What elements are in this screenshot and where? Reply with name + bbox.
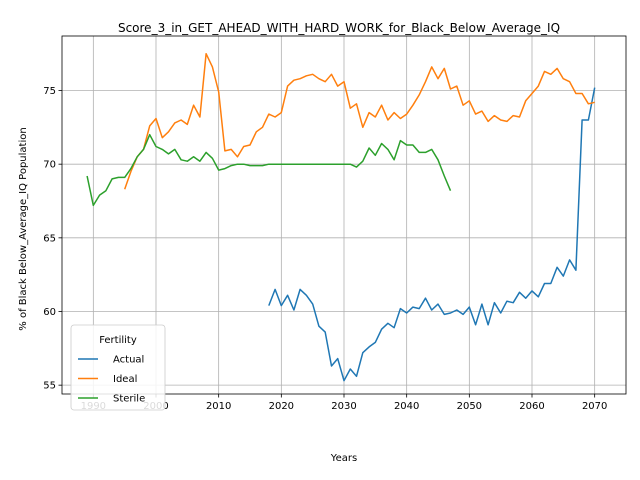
series-line-ideal xyxy=(123,52,595,190)
series-line-actual xyxy=(268,87,596,382)
x-tick-label: 2030 xyxy=(331,401,356,412)
x-tick-label: 2050 xyxy=(457,401,482,412)
legend: Fertility Actual Ideal Sterile xyxy=(70,324,166,411)
legend-label-sterile: Sterile xyxy=(113,394,145,405)
y-tick-label: 75 xyxy=(43,86,56,97)
series-line-sterile xyxy=(86,133,452,207)
x-axis-label: Years xyxy=(330,453,357,464)
y-tick-label: 55 xyxy=(43,381,56,392)
legend-box xyxy=(70,324,166,411)
legend-label-ideal: Ideal xyxy=(113,374,137,385)
y-axis-label: % of Black Below_Average_IQ Population xyxy=(18,127,29,330)
legend-label-actual: Actual xyxy=(113,355,144,366)
series-lines xyxy=(86,52,596,382)
y-axis: 55 60 65 70 75 xyxy=(43,86,62,392)
x-tick-label: 2010 xyxy=(206,401,231,412)
x-tick-label: 2060 xyxy=(519,401,544,412)
y-tick-label: 65 xyxy=(43,233,56,244)
x-tick-label: 2070 xyxy=(582,401,607,412)
y-tick-label: 60 xyxy=(43,307,56,318)
y-tick-label: 70 xyxy=(43,160,56,171)
x-tick-label: 2020 xyxy=(269,401,294,412)
legend-title: Fertility xyxy=(99,335,137,346)
chart-title: Score_3_in_GET_AHEAD_WITH_HARD_WORK_for_… xyxy=(118,21,560,35)
x-tick-label: 2040 xyxy=(394,401,419,412)
